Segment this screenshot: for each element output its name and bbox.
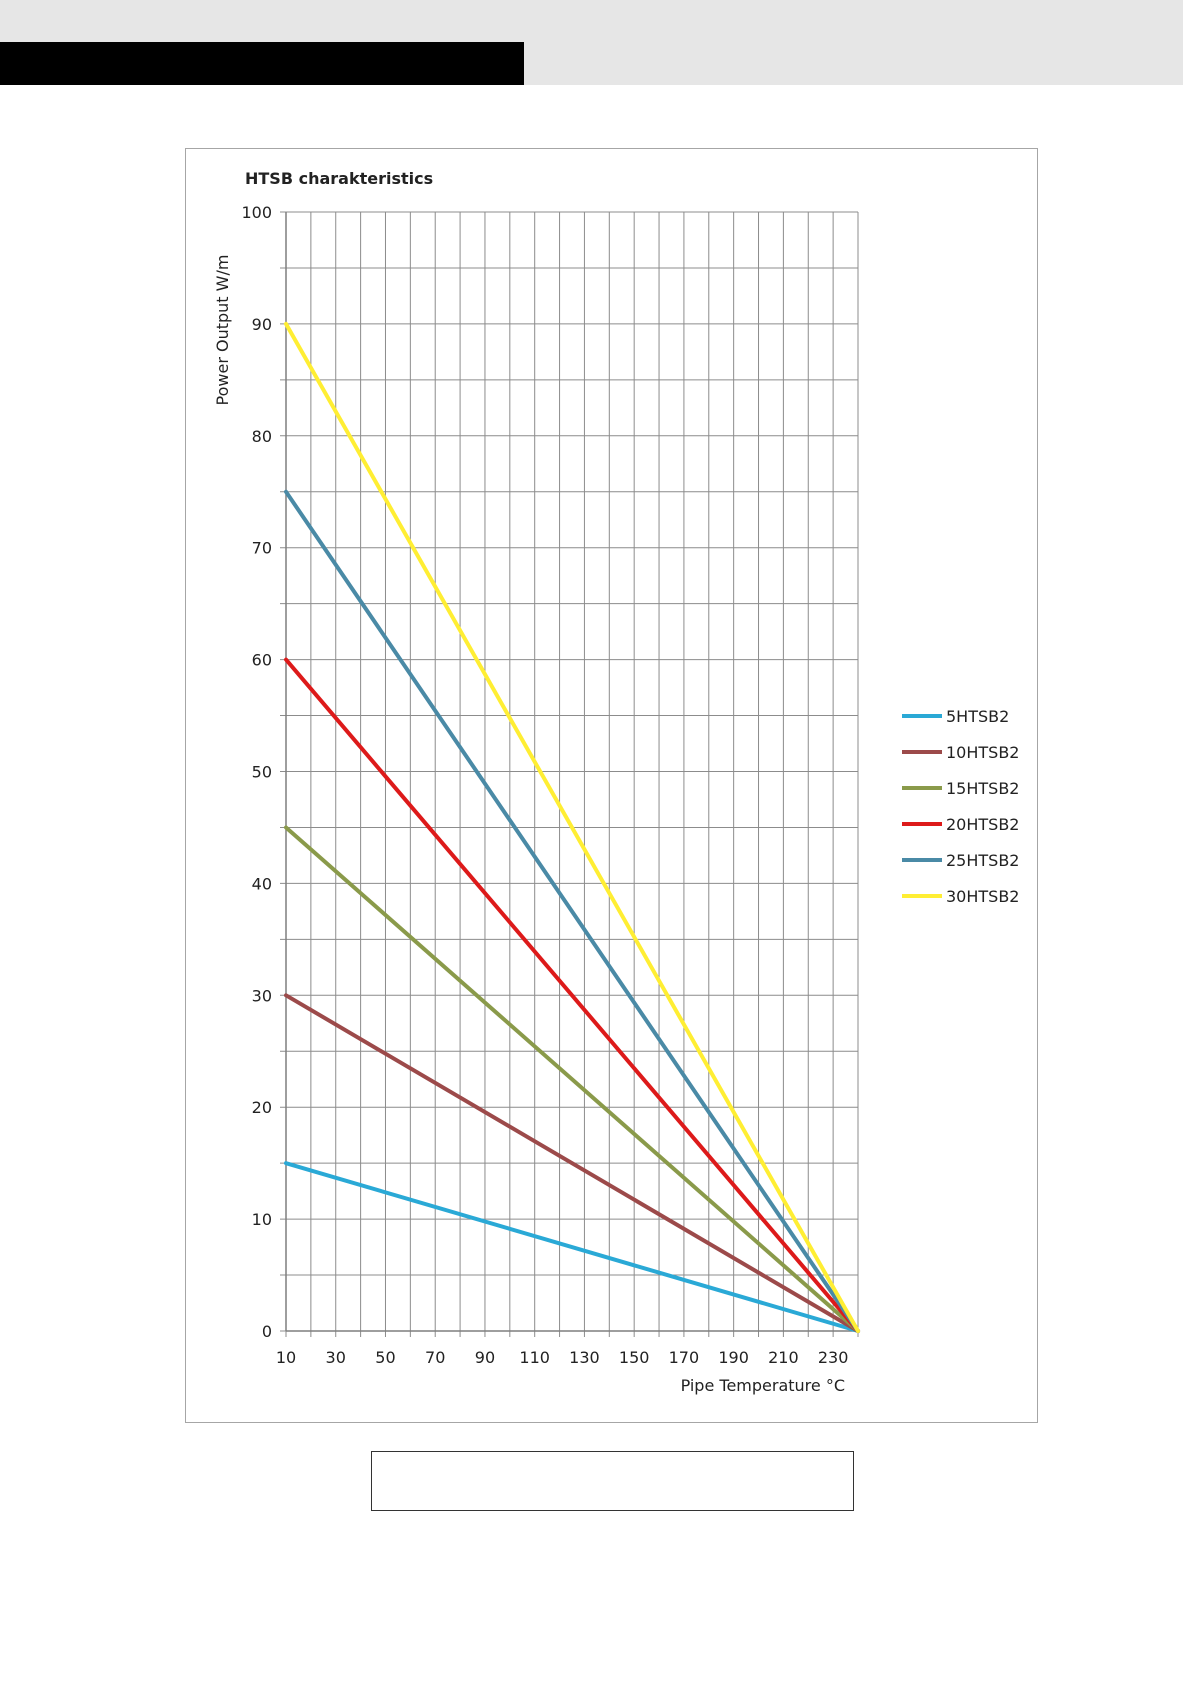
series-line-5htsb2 <box>284 1161 860 1333</box>
y-tick-label: 40 <box>252 874 272 893</box>
series-line-10htsb2 <box>284 993 860 1333</box>
series-line-20htsb2 <box>284 657 860 1333</box>
y-tick-label: 80 <box>252 427 272 446</box>
x-axis-title: Pipe Temperature °C <box>681 1376 845 1395</box>
series-line-25htsb2 <box>284 489 860 1333</box>
x-tick-label: 70 <box>425 1348 445 1367</box>
y-tick-label: 0 <box>262 1322 272 1341</box>
series-line-30htsb2 <box>284 321 860 1333</box>
x-tick-label: 10 <box>276 1348 296 1367</box>
header-black-bar <box>0 42 524 85</box>
x-tick-label: 30 <box>326 1348 346 1367</box>
series-line-15htsb2 <box>284 825 860 1333</box>
y-axis-title: Power Output W/m <box>213 255 232 406</box>
y-tick-label: 20 <box>252 1098 272 1117</box>
grid <box>280 211 859 1337</box>
y-tick-label: 50 <box>252 763 272 782</box>
x-tick-label: 210 <box>768 1348 799 1367</box>
x-tick-label: 110 <box>519 1348 550 1367</box>
x-tick-label: 50 <box>375 1348 395 1367</box>
legend-label-30htsb2: 30HTSB2 <box>946 887 1019 906</box>
y-tick-label: 90 <box>252 315 272 334</box>
chart-title: HTSB charakteristics <box>245 169 433 188</box>
caption-box <box>371 1451 854 1511</box>
x-tick-label: 90 <box>475 1348 495 1367</box>
legend-label-10htsb2: 10HTSB2 <box>946 743 1019 762</box>
y-tick-label: 70 <box>252 539 272 558</box>
x-tick-label: 170 <box>669 1348 700 1367</box>
y-tick-label: 100 <box>241 203 272 222</box>
y-tick-label: 10 <box>252 1210 272 1229</box>
legend-label-25htsb2: 25HTSB2 <box>946 851 1019 870</box>
legend-label-5htsb2: 5HTSB2 <box>946 707 1009 726</box>
x-tick-label: 130 <box>569 1348 600 1367</box>
legend: 5HTSB2 10HTSB2 15HTSB2 20HTSB2 25HTSB2 30HTSB… <box>902 707 1019 906</box>
series-lines <box>284 321 860 1333</box>
x-tick-label: 230 <box>818 1348 849 1367</box>
y-tick-label: 30 <box>252 986 272 1005</box>
x-tick-label: 190 <box>718 1348 749 1367</box>
legend-label-15htsb2: 15HTSB2 <box>946 779 1019 798</box>
legend-label-20htsb2: 20HTSB2 <box>946 815 1019 834</box>
header-right-margin <box>1183 0 1191 85</box>
y-tick-label: 60 <box>252 651 272 670</box>
chart-frame <box>185 148 1038 1423</box>
x-tick-label: 150 <box>619 1348 650 1367</box>
